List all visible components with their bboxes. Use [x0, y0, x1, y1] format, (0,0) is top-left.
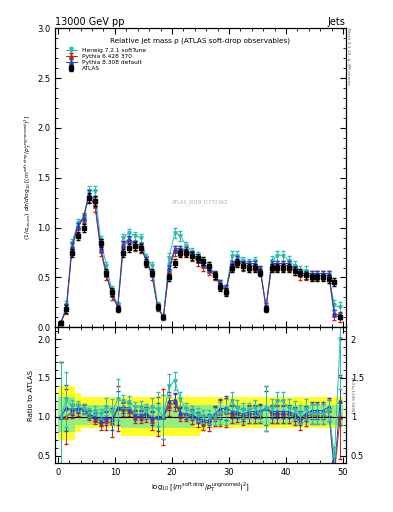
X-axis label: $\log_{10}[(m^{\rm soft\ drop}/p_T^{\rm ungroomed})^2]$: $\log_{10}[(m^{\rm soft\ drop}/p_T^{\rm … — [151, 480, 250, 494]
Text: Relative jet mass ρ (ATLAS soft-drop observables): Relative jet mass ρ (ATLAS soft-drop obs… — [110, 37, 290, 44]
Text: [arXiv:1306.3436]: [arXiv:1306.3436] — [350, 377, 354, 414]
Y-axis label: Ratio to ATLAS: Ratio to ATLAS — [28, 370, 34, 421]
Text: ATLAS_2019_I1772362: ATLAS_2019_I1772362 — [173, 199, 228, 204]
Text: Jets: Jets — [328, 16, 346, 27]
Legend: Herwig 7.2.1 softTune, Pythia 6.428 370, Pythia 8.308 default, ATLAS: Herwig 7.2.1 softTune, Pythia 6.428 370,… — [64, 46, 148, 73]
Text: Rivet 3.1.10, ≥ 3M events: Rivet 3.1.10, ≥ 3M events — [346, 28, 350, 85]
Y-axis label: $(1/\sigma_{\rm resum})\ d\sigma/d\log_{10}[(m^{\rm soft\ drop}/p_T^{\rm ungroom: $(1/\sigma_{\rm resum})\ d\sigma/d\log_{… — [23, 115, 34, 241]
Text: 13000 GeV pp: 13000 GeV pp — [55, 16, 125, 27]
